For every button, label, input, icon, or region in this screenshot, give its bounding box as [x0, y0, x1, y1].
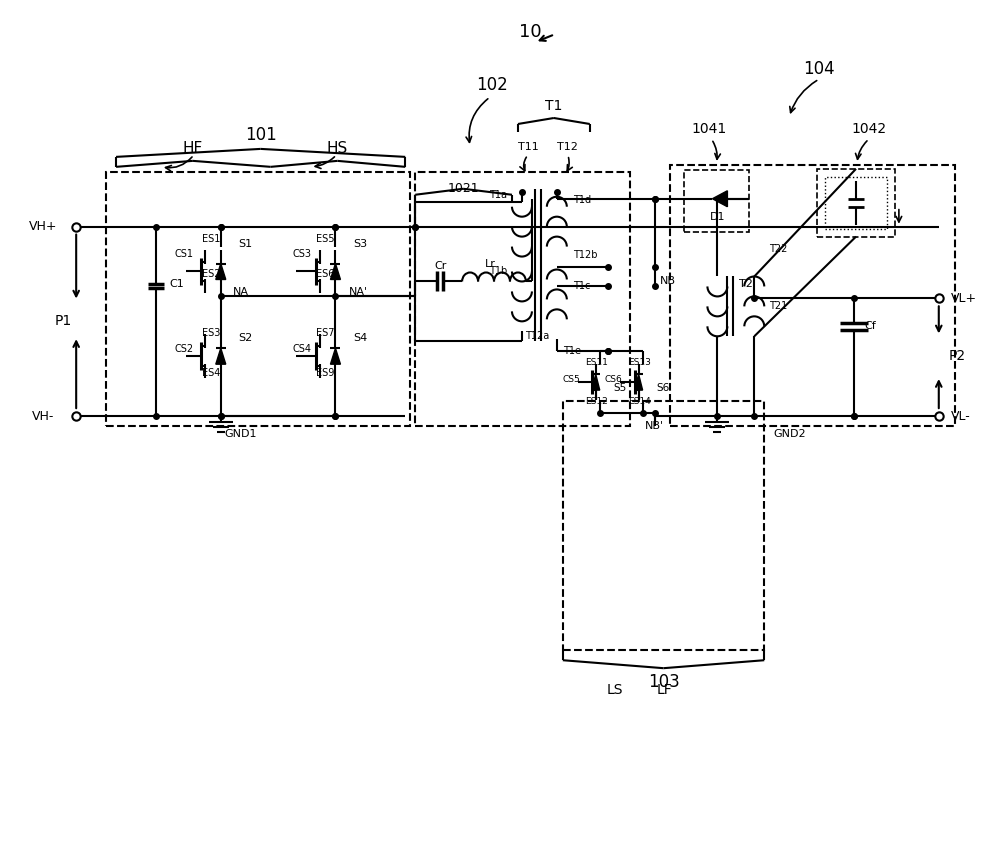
Text: 103: 103 [648, 673, 679, 691]
Polygon shape [635, 374, 643, 390]
Text: T22: T22 [769, 244, 788, 254]
Polygon shape [592, 374, 600, 390]
Bar [684, 170, 749, 232]
Text: P1: P1 [55, 315, 72, 328]
Text: T1: T1 [545, 99, 563, 113]
Text: 10: 10 [519, 24, 541, 41]
Text: T1c: T1c [573, 282, 590, 292]
Text: GND2: GND2 [773, 429, 806, 439]
Text: VL-: VL- [951, 409, 970, 422]
Text: 1042: 1042 [851, 122, 887, 136]
Text: P2: P2 [948, 349, 965, 363]
Text: NA: NA [233, 288, 249, 298]
Text: ES2: ES2 [202, 270, 220, 279]
Text: ES12: ES12 [585, 397, 608, 405]
Text: VH-: VH- [32, 409, 54, 422]
Text: ES11: ES11 [585, 358, 608, 366]
Text: C1: C1 [169, 279, 184, 289]
Text: CS2: CS2 [175, 344, 194, 354]
Bar [825, 177, 887, 228]
Text: ES4: ES4 [202, 368, 220, 378]
Bar [415, 172, 630, 426]
Text: T1a: T1a [489, 190, 507, 200]
Text: S4: S4 [353, 333, 368, 343]
Text: Cf: Cf [864, 321, 876, 332]
Polygon shape [330, 263, 340, 279]
Polygon shape [330, 349, 340, 364]
Bar [670, 165, 955, 426]
Text: 1041: 1041 [692, 122, 727, 136]
Polygon shape [216, 349, 226, 364]
Text: Cr: Cr [434, 261, 446, 271]
Text: CS5: CS5 [562, 375, 580, 383]
Text: S1: S1 [239, 239, 253, 249]
Text: CS3: CS3 [293, 249, 312, 259]
Text: T2: T2 [739, 279, 753, 289]
Text: T1b: T1b [489, 266, 507, 277]
Text: T12: T12 [557, 142, 578, 152]
Text: ES3: ES3 [202, 328, 220, 338]
Text: ES14: ES14 [628, 397, 651, 405]
Bar [817, 169, 895, 237]
Polygon shape [216, 263, 226, 279]
Text: S3: S3 [353, 239, 368, 249]
Text: CS6: CS6 [605, 375, 623, 383]
Text: VL+: VL+ [951, 292, 977, 305]
Text: T1e: T1e [563, 346, 581, 356]
Text: S5: S5 [614, 383, 627, 393]
Text: HS: HS [327, 141, 348, 157]
Text: ES1: ES1 [202, 233, 220, 244]
Text: 102: 102 [476, 76, 508, 94]
Polygon shape [712, 190, 727, 206]
Text: Lr: Lr [485, 259, 495, 268]
Text: ES6: ES6 [316, 270, 335, 279]
Text: T21: T21 [769, 301, 788, 311]
Text: NA': NA' [348, 288, 368, 298]
Text: NB': NB' [645, 421, 664, 431]
Text: T12a: T12a [525, 332, 549, 341]
Text: GND1: GND1 [224, 429, 257, 439]
Text: 104: 104 [803, 60, 835, 78]
Text: LF: LF [657, 683, 672, 697]
Text: ES9: ES9 [316, 368, 335, 378]
Text: CS4: CS4 [293, 344, 312, 354]
Text: S6: S6 [657, 383, 670, 393]
Bar [106, 172, 410, 426]
Text: 1021: 1021 [447, 182, 479, 195]
Text: T12b: T12b [573, 250, 597, 260]
Text: ES7: ES7 [316, 328, 335, 338]
Text: ES5: ES5 [316, 233, 335, 244]
Text: 101: 101 [245, 126, 277, 144]
Text: D1: D1 [710, 212, 725, 222]
Text: ES13: ES13 [628, 358, 651, 366]
Text: NB: NB [660, 277, 676, 287]
Text: T1d: T1d [573, 195, 591, 205]
Text: CS1: CS1 [175, 249, 194, 259]
Text: LS: LS [606, 683, 623, 697]
Text: HF: HF [183, 141, 203, 157]
Text: T11: T11 [518, 142, 538, 152]
Text: S2: S2 [239, 333, 253, 343]
Bar [563, 401, 764, 651]
Text: VH+: VH+ [29, 220, 58, 233]
